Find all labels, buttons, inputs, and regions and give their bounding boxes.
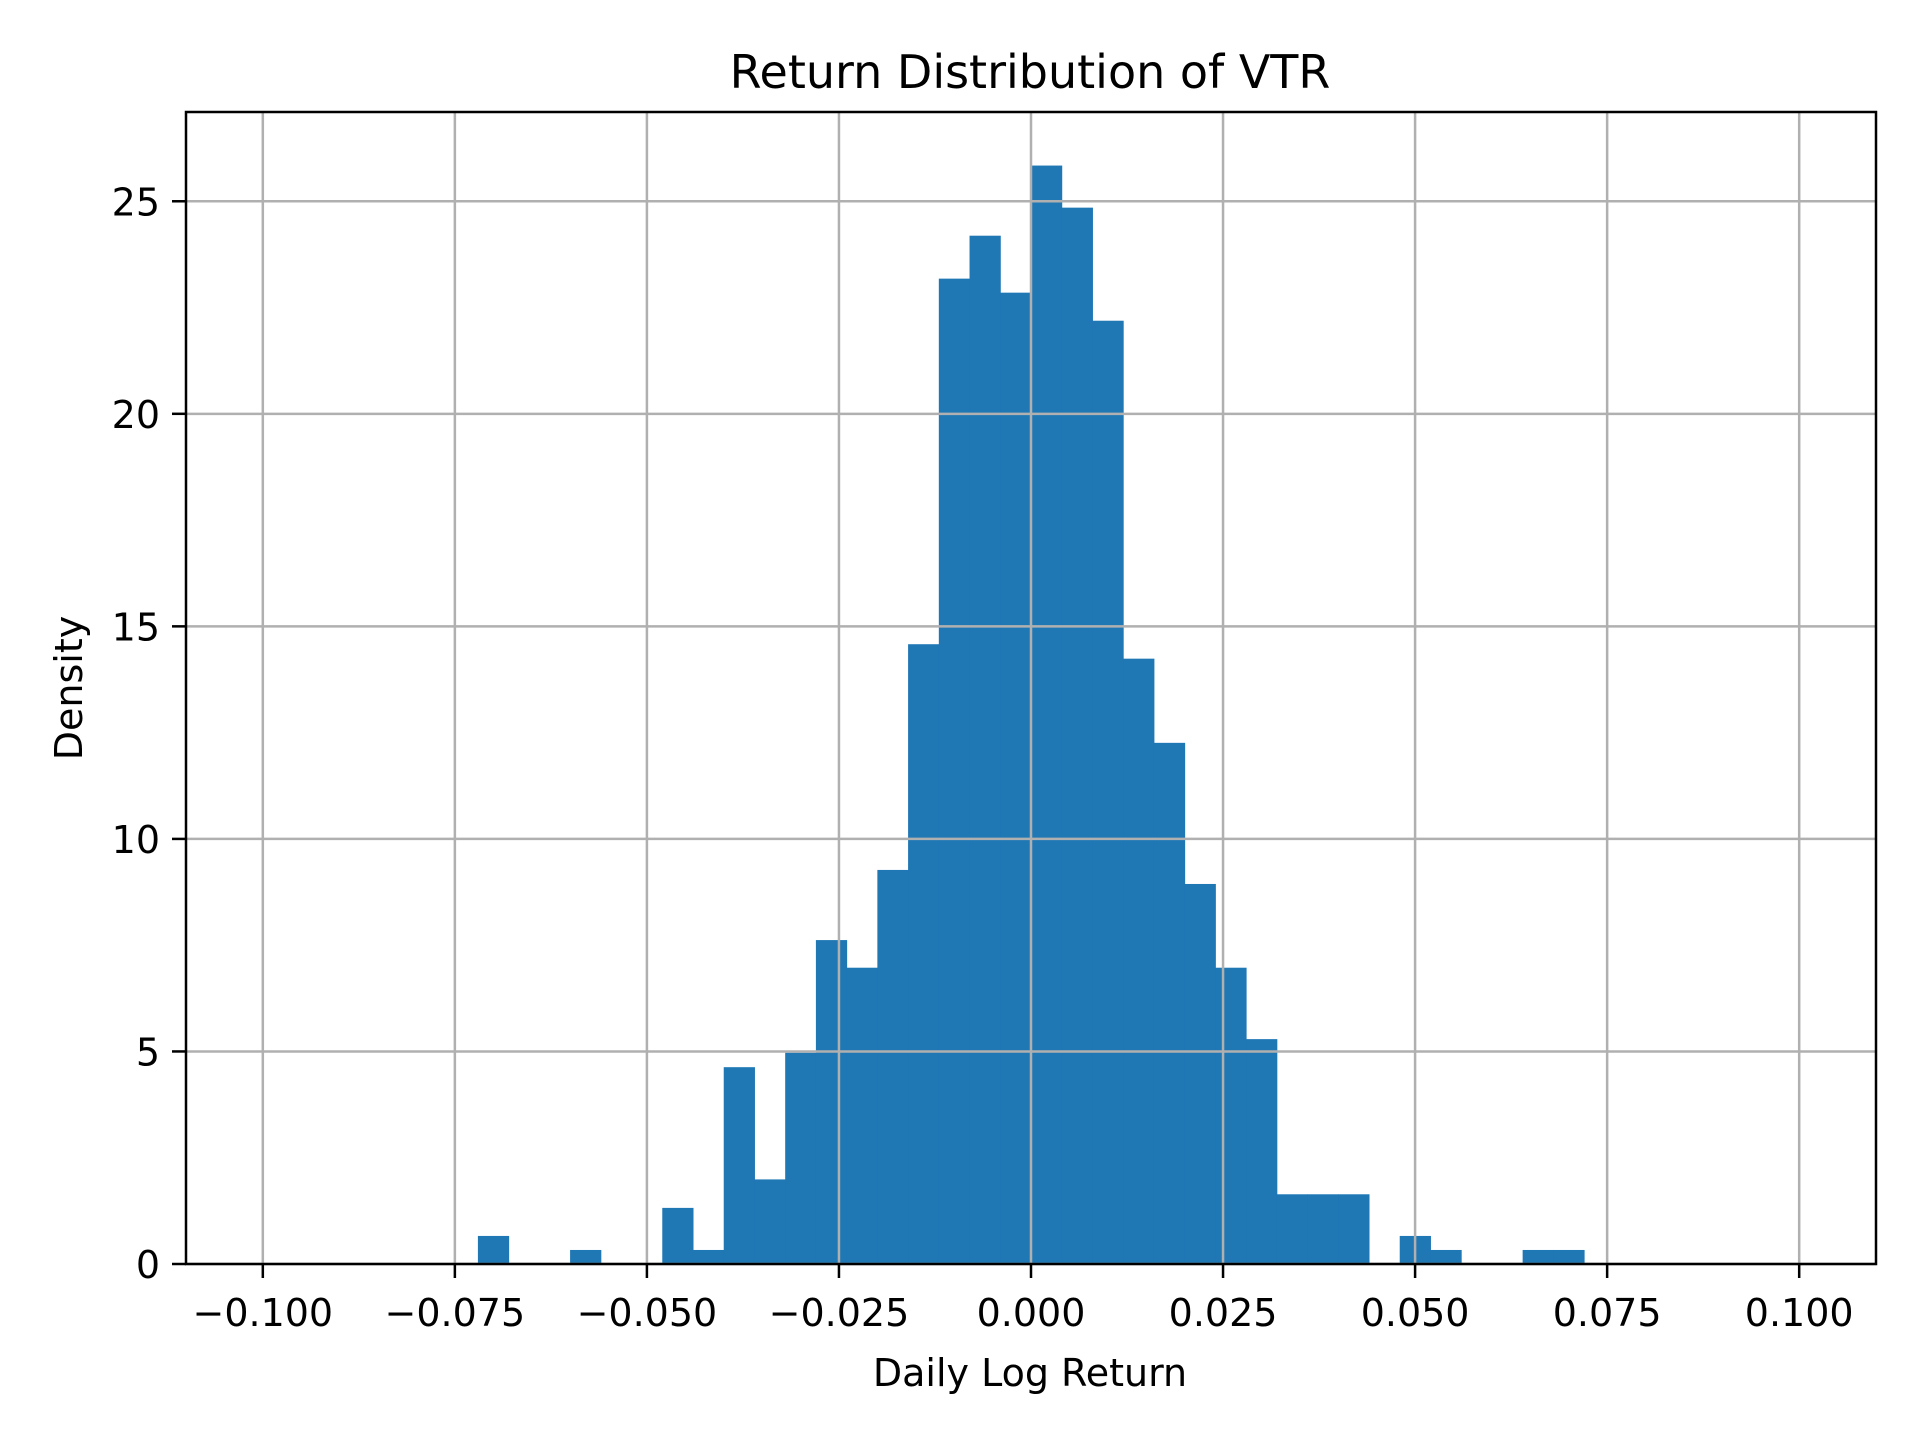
y-axis-ticks: 0 5 10 15 20 25 (112, 180, 186, 1287)
x-tick-label: −0.100 (192, 1291, 333, 1335)
histogram-bar (1215, 967, 1247, 1264)
x-tick-label: 0.025 (1169, 1291, 1278, 1335)
histogram-bar (1092, 320, 1124, 1264)
histogram-bar (969, 235, 1001, 1264)
x-tick-label: 0.000 (977, 1291, 1086, 1335)
histogram-bar (785, 1052, 817, 1264)
y-tick-label: 5 (136, 1030, 160, 1074)
histogram-bar (1430, 1249, 1462, 1264)
x-tick-label: −0.025 (769, 1291, 910, 1335)
x-tick-label: 0.100 (1745, 1291, 1854, 1335)
y-tick-label: 20 (112, 393, 160, 437)
y-axis-label: Density (47, 616, 91, 760)
x-axis-ticks: −0.100 −0.075 −0.050 −0.025 0.000 0.025 0.050 0… (192, 1264, 1854, 1335)
histogram-bar (1522, 1249, 1554, 1264)
y-tick-label: 15 (112, 605, 160, 649)
histogram-bar (477, 1235, 510, 1264)
histogram-bar (723, 1067, 755, 1264)
histogram-bar (693, 1249, 725, 1264)
histogram-bar (877, 869, 909, 1264)
y-tick-label: 25 (112, 180, 160, 224)
histogram-bar (662, 1207, 694, 1264)
histogram-bar (1123, 658, 1155, 1264)
histogram-bar (938, 278, 971, 1264)
y-tick-label: 10 (112, 818, 160, 862)
y-tick-label: 0 (136, 1243, 160, 1287)
histogram-bar (570, 1249, 602, 1264)
histogram-bar (1184, 883, 1216, 1264)
histogram-bar (1307, 1194, 1339, 1264)
histogram-bar (846, 967, 878, 1264)
x-tick-label: 0.050 (1361, 1291, 1470, 1335)
chart-title: Return Distribution of VTR (730, 45, 1331, 99)
histogram-bar (754, 1179, 786, 1264)
histogram-bar (1000, 292, 1032, 1265)
histogram-bar (1553, 1249, 1585, 1264)
histogram-bar (1246, 1039, 1278, 1264)
histogram-bar (1061, 207, 1093, 1264)
x-axis-label: Daily Log Return (873, 1351, 1187, 1395)
histogram-bar (1031, 165, 1063, 1264)
histogram-bar (1153, 742, 1186, 1264)
x-tick-label: −0.075 (385, 1291, 526, 1335)
x-tick-label: −0.050 (577, 1291, 718, 1335)
histogram-bar (815, 940, 848, 1264)
grid-lines (186, 112, 1876, 1266)
histogram-bars (477, 165, 1585, 1265)
x-tick-label: 0.075 (1553, 1291, 1662, 1335)
histogram-bar (1338, 1194, 1370, 1264)
histogram-bar (1276, 1194, 1309, 1264)
histogram-bar (908, 644, 940, 1264)
